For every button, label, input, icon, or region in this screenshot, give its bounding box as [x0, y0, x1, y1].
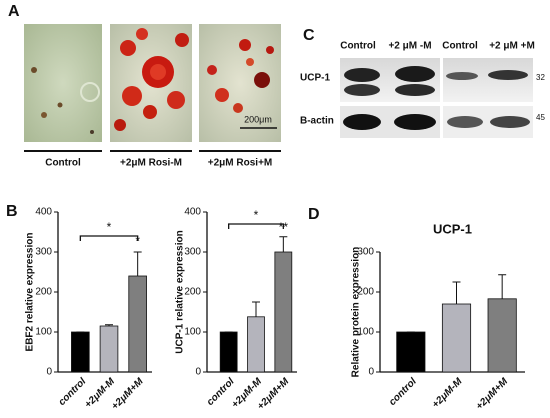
bar — [274, 251, 293, 373]
caption: +2μM Rosi-M — [120, 158, 182, 169]
significance-bracket — [79, 235, 139, 241]
x-tick-label: +2μM-M — [430, 376, 465, 411]
row-label: B-actin — [300, 116, 334, 127]
error-bar — [498, 274, 507, 299]
significance-label: * — [254, 208, 259, 222]
y-tick-label: 300 — [35, 247, 52, 258]
bar — [487, 298, 517, 373]
panel-label: C — [303, 27, 315, 44]
caption: +2μM Rosi+M — [208, 158, 272, 169]
x-tick-label: +2μM+M — [110, 376, 146, 412]
significance-label: * — [135, 234, 140, 248]
scale-bar-label: 200μm — [244, 114, 272, 124]
column-label: Control — [442, 41, 478, 52]
y-tick-label: 100 — [357, 327, 374, 338]
y-tick-label: 400 — [184, 207, 201, 218]
size-marker: 45 — [536, 113, 545, 122]
error-bar — [452, 281, 461, 304]
bar — [71, 331, 90, 373]
size-marker: 32 — [536, 73, 545, 82]
y-tick-label: 0 — [195, 367, 201, 378]
y-tick-label: 400 — [35, 207, 52, 218]
chart-title: UCP-1 — [433, 221, 472, 236]
y-axis-label: Relative protein expression — [351, 247, 362, 378]
column-label: Control — [340, 41, 376, 52]
micrograph — [110, 24, 192, 142]
y-tick-label: 100 — [35, 327, 52, 338]
y-axis-label: EBF2 relative expression — [25, 233, 36, 352]
y-tick-label: 200 — [357, 287, 374, 298]
bar — [441, 303, 472, 373]
y-tick-label: 100 — [184, 327, 201, 338]
x-tick-label: +2μM+M — [474, 376, 510, 412]
error-bar — [133, 251, 142, 276]
error-bar — [252, 301, 260, 317]
x-tick-label: control — [387, 376, 419, 408]
y-tick-label: 300 — [184, 247, 201, 258]
y-tick-label: 300 — [357, 247, 374, 258]
panel-label: B — [6, 203, 18, 220]
row-label: UCP-1 — [300, 73, 330, 84]
caption: Control — [45, 158, 81, 169]
y-tick-label: 0 — [46, 367, 52, 378]
micrograph — [199, 24, 281, 142]
bar — [396, 331, 426, 373]
bar — [247, 316, 265, 373]
bar — [99, 325, 119, 373]
bar — [128, 275, 147, 373]
panel-label: A — [8, 3, 20, 20]
y-tick-label: 200 — [35, 287, 52, 298]
y-axis-label: UCP-1 relative expression — [175, 230, 186, 353]
micrograph — [24, 24, 102, 142]
y-tick-label: 200 — [184, 287, 201, 298]
error-bar — [279, 236, 288, 252]
bar — [219, 331, 238, 373]
significance-label: ** — [279, 220, 289, 234]
column-label: +2 μM -M — [388, 41, 431, 52]
significance-bracket — [228, 223, 284, 229]
significance-label: * — [107, 220, 112, 234]
panel-label: D — [308, 206, 320, 223]
error-bar — [105, 324, 113, 326]
blot — [340, 58, 533, 138]
column-label: +2 μM +M — [489, 41, 535, 52]
y-tick-label: 0 — [368, 367, 374, 378]
